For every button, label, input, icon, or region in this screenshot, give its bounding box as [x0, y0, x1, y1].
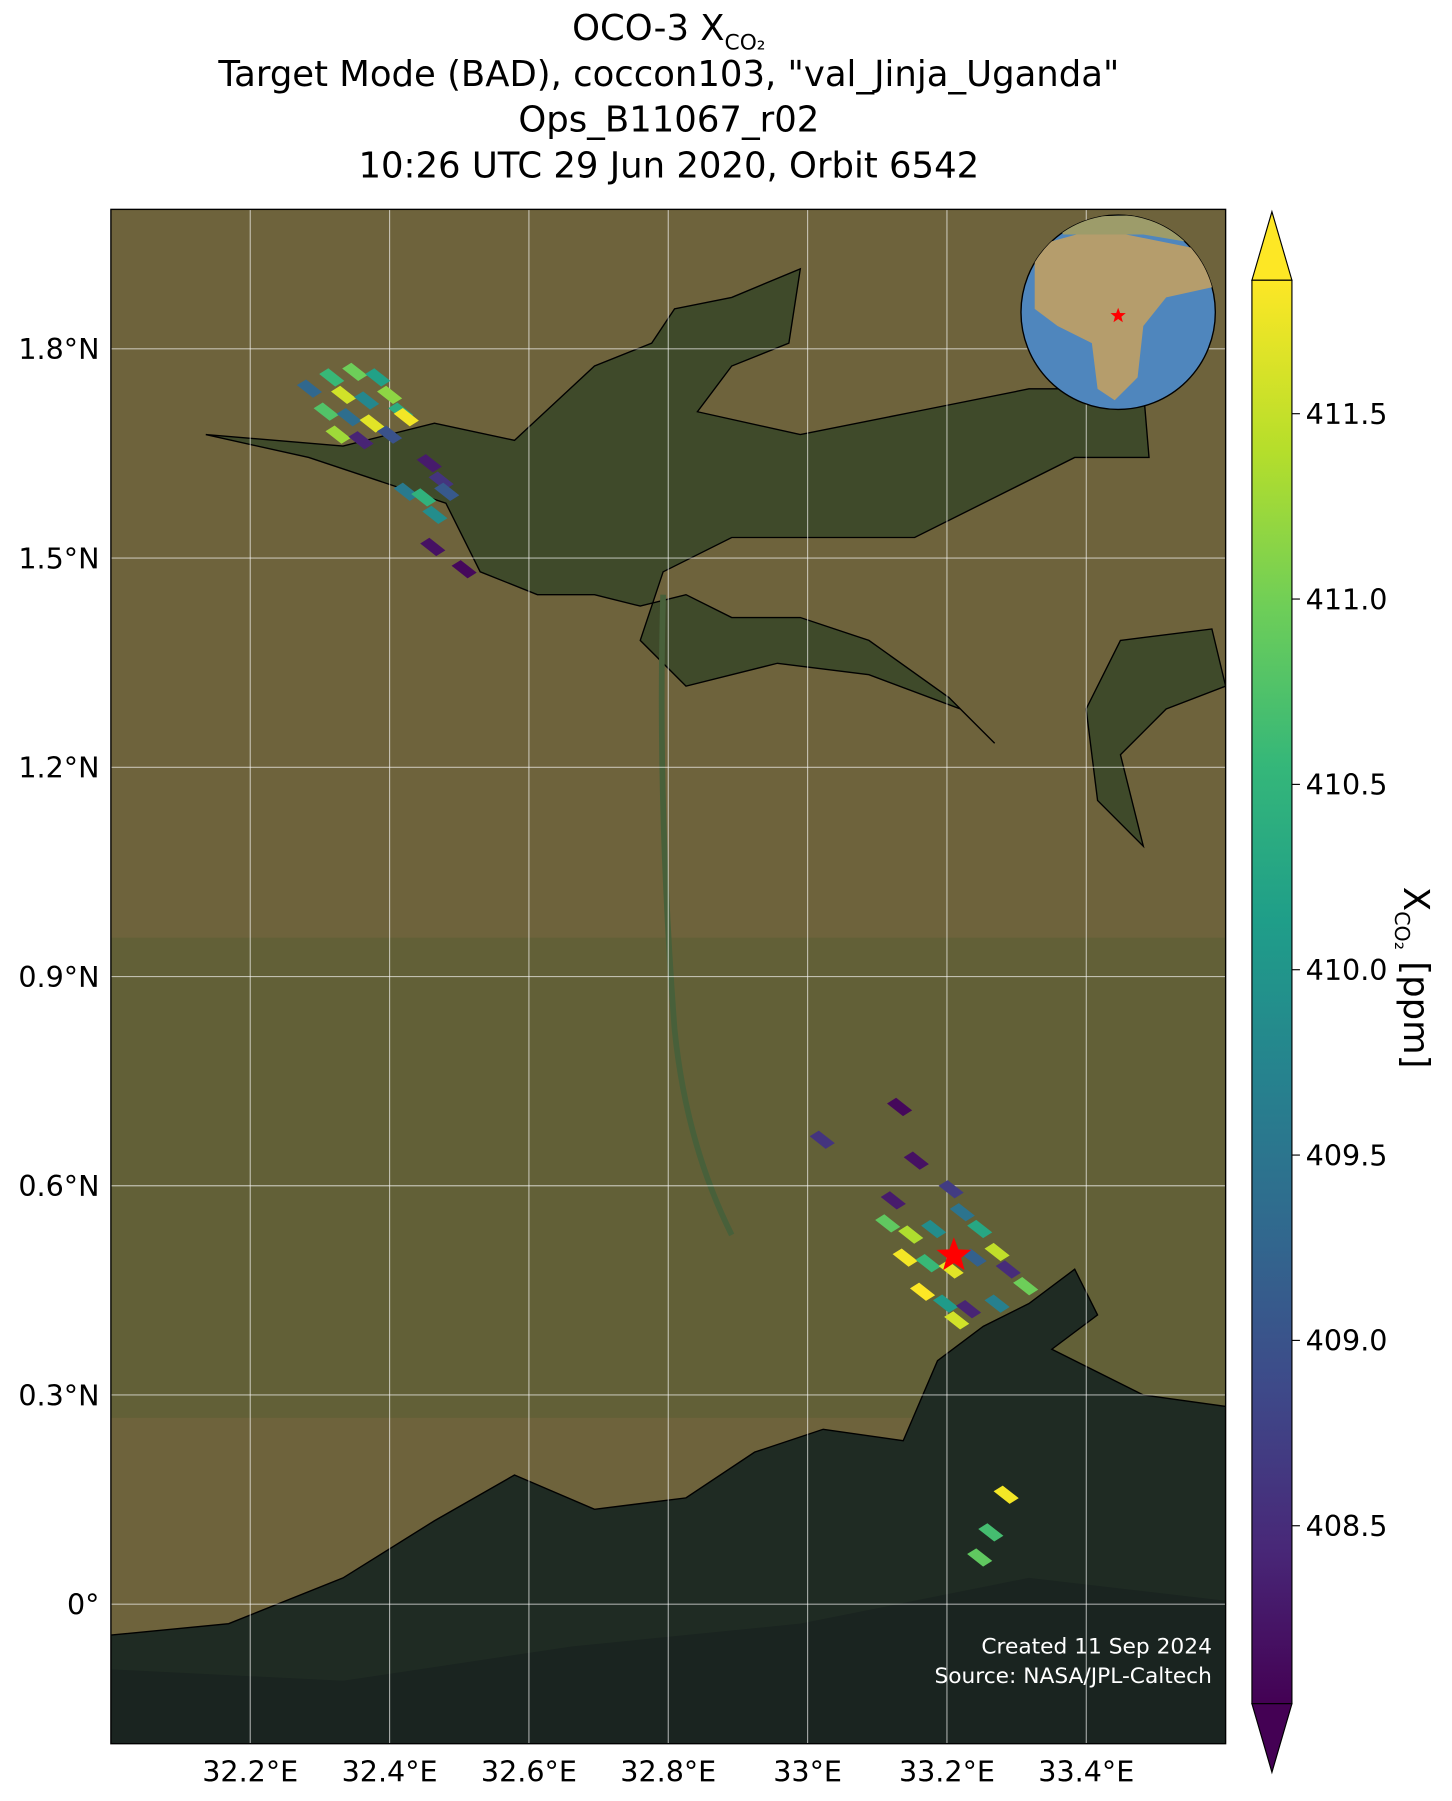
sounding — [967, 1219, 993, 1239]
y-tick-label: 1.2°N — [18, 751, 99, 785]
sounding — [428, 471, 454, 490]
river-nile — [658, 594, 735, 1237]
sounding — [325, 425, 351, 444]
sounding — [898, 1225, 924, 1244]
colorbar-label-symbol: X — [1395, 887, 1436, 911]
sounding — [354, 391, 380, 410]
sounding — [451, 560, 477, 579]
title-text: Ops_B11067_r02 — [518, 100, 819, 141]
y-tick-label: 0.6°N — [18, 1169, 99, 1203]
colorbar-tick-label: 409.5 — [1306, 1138, 1388, 1172]
globe-target-marker — [1110, 307, 1126, 323]
sounding — [921, 1219, 947, 1239]
colorbar-label-unit: [ppm] — [1395, 950, 1436, 1068]
colorbar-tick-label: 408.5 — [1306, 1509, 1388, 1543]
x-tick-label: 33°E — [773, 1754, 842, 1788]
x-tick-label: 32.8°E — [620, 1754, 716, 1788]
colorbar-tick-label: 409.0 — [1306, 1324, 1388, 1358]
title-line: Ops_B11067_r02 — [518, 100, 819, 141]
colorbar-tick-label: 410.0 — [1306, 953, 1388, 987]
y-tick-label: 1.5°N — [18, 541, 99, 575]
sounding — [1013, 1277, 1039, 1296]
colorbar-label: XCO₂ [ppm] — [1390, 887, 1436, 1069]
sounding — [809, 1130, 835, 1149]
sounding — [365, 368, 391, 387]
title-text: Target Mode (BAD), coccon103, "val_Jinja… — [217, 54, 1119, 95]
sounding — [331, 385, 357, 405]
colorbar-scale — [1251, 279, 1293, 1705]
y-tick-label: 0.3°N — [18, 1378, 99, 1412]
sounding — [393, 408, 419, 427]
colorbar-tick-label: 410.5 — [1306, 768, 1388, 802]
sounding — [967, 1548, 993, 1567]
sounding — [434, 482, 460, 501]
title-subscript: CO₂ — [725, 30, 766, 55]
sounding — [359, 414, 385, 433]
sounding — [420, 537, 446, 557]
sounding — [909, 1282, 936, 1301]
title-line: 10:26 UTC 29 Jun 2020, Orbit 6542 — [358, 145, 979, 186]
sounding — [993, 1485, 1019, 1504]
title-text: 10:26 UTC 29 Jun 2020, Orbit 6542 — [358, 145, 979, 186]
x-tick-label: 33.2°E — [899, 1754, 995, 1788]
sounding — [296, 379, 323, 398]
sounding — [944, 1311, 970, 1330]
x-tick-label: 32.2°E — [202, 1754, 298, 1788]
sounding — [892, 1248, 918, 1267]
sounding — [932, 1294, 959, 1313]
sounding — [984, 1294, 1010, 1313]
lake-arm — [1085, 628, 1226, 849]
sounding — [336, 408, 362, 427]
colorbar-extend-min — [1251, 1703, 1293, 1775]
grid — [110, 209, 1226, 1744]
sounding — [955, 1300, 982, 1319]
colorbar-label-sub: CO₂ — [1390, 911, 1414, 950]
sounding — [961, 1248, 987, 1267]
sounding — [915, 1254, 941, 1273]
sounding — [377, 425, 403, 444]
sounding — [984, 1242, 1010, 1262]
sounding — [995, 1260, 1021, 1279]
x-tick-label: 32.6°E — [481, 1754, 577, 1788]
lake-kyoga — [205, 267, 1150, 744]
sounding — [949, 1203, 975, 1222]
title-text: OCO-3 X — [572, 8, 724, 49]
map-area — [110, 209, 1226, 1744]
sounding — [319, 368, 345, 387]
sounding — [903, 1151, 929, 1170]
sounding — [313, 402, 339, 421]
soundings — [296, 362, 1039, 1567]
colorbar-extend-max — [1251, 209, 1293, 281]
sounding — [880, 1191, 906, 1210]
y-tick-label: 0.9°N — [18, 960, 99, 994]
colorbar: 408.5 409.0 409.5 410.0 410.5 411.0 411.5 — [1251, 209, 1388, 1775]
sounding — [411, 488, 437, 507]
x-tick-label: 33.4°E — [1038, 1754, 1134, 1788]
sounding — [422, 505, 448, 524]
sounding — [978, 1523, 1004, 1542]
sounding — [416, 454, 442, 473]
colorbar-tick-label: 411.5 — [1306, 397, 1388, 431]
title-line: OCO-3 XCO₂ — [572, 8, 765, 55]
sounding — [875, 1214, 901, 1233]
sounding — [938, 1180, 964, 1199]
title-line: Target Mode (BAD), coccon103, "val_Jinja… — [217, 54, 1119, 95]
target-marker — [936, 1237, 972, 1271]
sounding — [342, 362, 368, 382]
annotation-source: Source: NASA/JPL-Caltech — [934, 1664, 1211, 1689]
y-tick-label: 0° — [67, 1587, 99, 1621]
annotation-created: Created 11 Sep 2024 — [981, 1634, 1212, 1659]
sounding — [377, 385, 403, 405]
sounding — [393, 482, 419, 501]
colorbar-tick-label: 411.0 — [1306, 582, 1388, 616]
sounding — [886, 1097, 913, 1117]
y-tick-label: 1.8°N — [18, 332, 99, 366]
sounding — [348, 431, 374, 450]
map-frame — [110, 208, 1227, 1745]
globe-africa — [1034, 228, 1216, 401]
x-tick-label: 32.4°E — [342, 1754, 438, 1788]
